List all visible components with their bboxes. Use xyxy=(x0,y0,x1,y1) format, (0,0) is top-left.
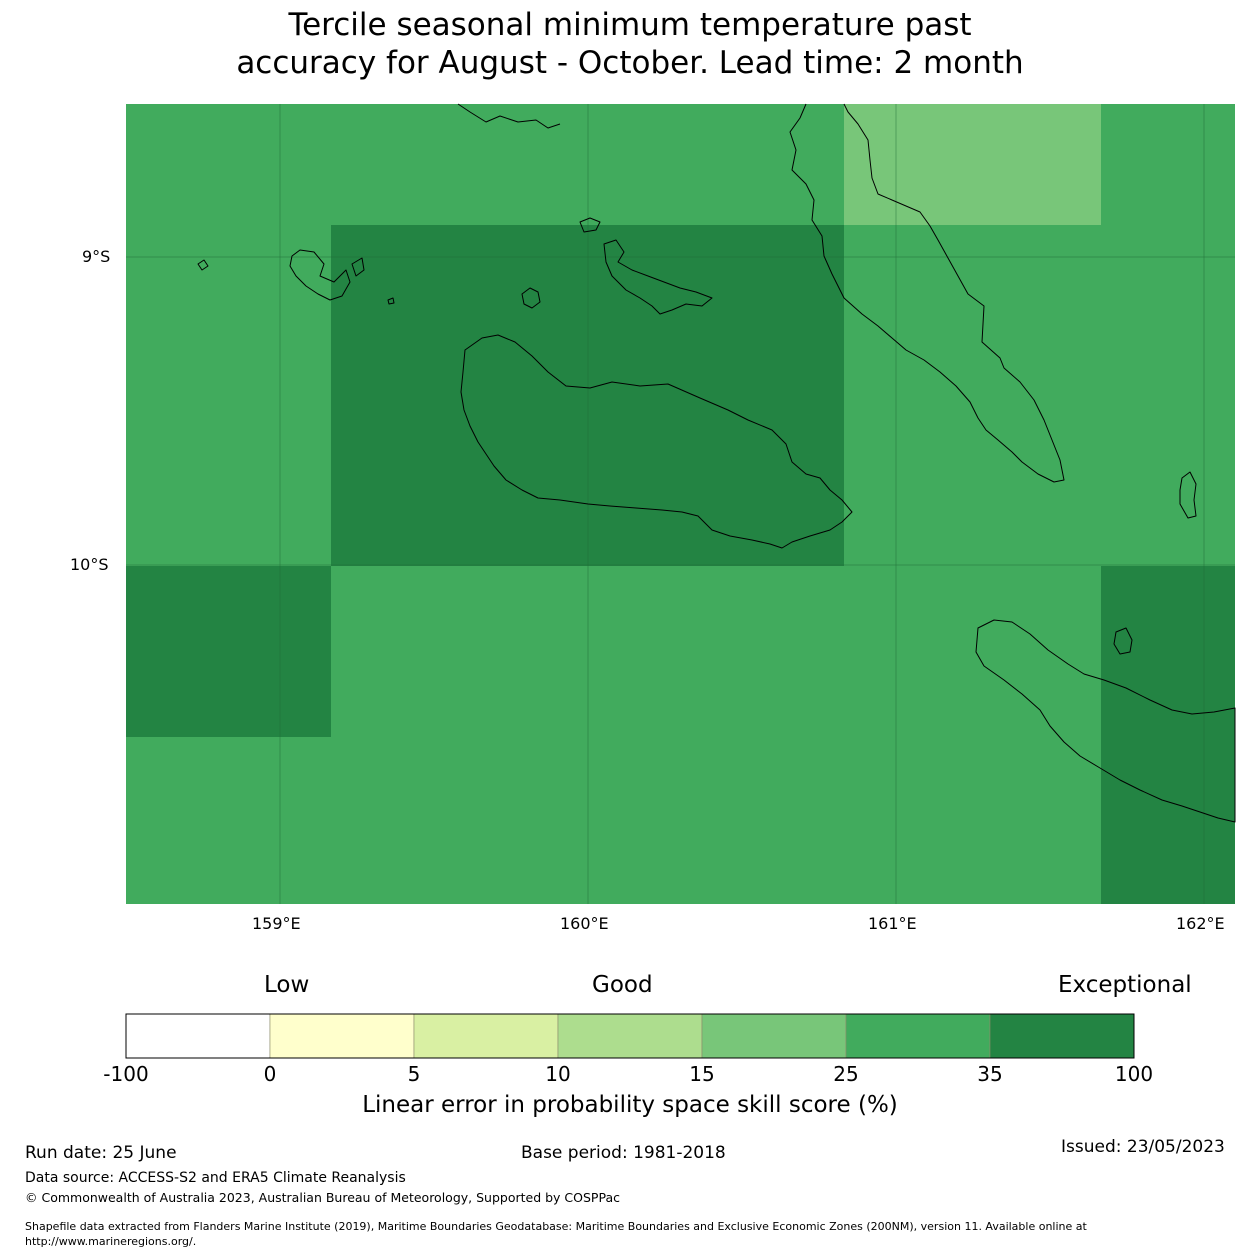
island-russell xyxy=(289,249,351,301)
colorbar-tick: 5 xyxy=(407,1062,421,1086)
colorbar-tick: 10 xyxy=(545,1062,571,1086)
island-guadalcanal xyxy=(460,334,853,549)
skill-cell xyxy=(126,566,331,737)
coastlines xyxy=(197,103,1236,823)
island-florida xyxy=(603,239,713,315)
island-santa-isabel xyxy=(457,103,561,129)
chart-title-line-2: accuracy for August - October. Lead time… xyxy=(236,45,1024,81)
issued-date: Issued: 23/05/2023 xyxy=(1061,1137,1225,1157)
data-source: Data source: ACCESS-S2 and ERA5 Climate … xyxy=(25,1170,406,1186)
skill-cell xyxy=(331,566,1101,904)
chart-title-line-1: Tercile seasonal minimum temperature pas… xyxy=(288,7,972,43)
lat-label: 9°S xyxy=(82,247,111,266)
skill-cell xyxy=(126,737,331,904)
skill-cell xyxy=(1101,566,1235,904)
island-ulawa xyxy=(1179,471,1197,519)
island-russell-east xyxy=(351,257,365,277)
colorbar-tick: 25 xyxy=(833,1062,859,1086)
skill-cell xyxy=(331,225,844,566)
colorbar-title: Linear error in probability space skill … xyxy=(362,1092,898,1118)
colorbar-tick: 0 xyxy=(263,1062,277,1086)
skill-cell xyxy=(126,104,844,225)
skill-cells xyxy=(126,104,1235,904)
shapefile-credit-line-2: http://www.marineregions.org/. xyxy=(25,1235,197,1248)
island-makira xyxy=(975,619,1236,823)
skill-cell xyxy=(844,104,1101,225)
island-malaita xyxy=(789,103,1065,483)
colorbar-tick: -100 xyxy=(103,1062,149,1086)
copyright: © Commonwealth of Australia 2023, Austra… xyxy=(25,1190,620,1205)
island-west-small xyxy=(197,259,209,271)
colorbar-tick: 35 xyxy=(977,1062,1003,1086)
legend-category-exceptional: Exceptional xyxy=(1058,972,1192,998)
chart-title: Tercile seasonal minimum temperature pas… xyxy=(0,6,1260,82)
lon-label: 162°E xyxy=(1176,914,1225,933)
base-period: Base period: 1981-2018 xyxy=(521,1143,726,1163)
skill-cell xyxy=(844,225,1235,566)
island-savo xyxy=(521,287,541,309)
colorbar-tick: 15 xyxy=(689,1062,715,1086)
island-small-east xyxy=(1113,627,1133,655)
colorbar-tick: 100 xyxy=(1114,1062,1154,1086)
lon-label: 161°E xyxy=(868,914,917,933)
graticule xyxy=(126,104,1235,904)
island-russell-dot xyxy=(387,297,395,305)
lon-label: 160°E xyxy=(560,914,609,933)
shapefile-credit-line-1: Shapefile data extracted from Flanders M… xyxy=(25,1220,1087,1233)
run-date: Run date: 25 June xyxy=(25,1143,177,1163)
legend-category-good: Good xyxy=(592,972,653,998)
lon-label: 159°E xyxy=(252,914,301,933)
skill-cell xyxy=(1101,104,1235,225)
skill-cell xyxy=(126,225,331,566)
legend-category-low: Low xyxy=(264,972,310,998)
lat-label: 10°S xyxy=(70,555,109,574)
island-savo-small xyxy=(579,217,601,233)
